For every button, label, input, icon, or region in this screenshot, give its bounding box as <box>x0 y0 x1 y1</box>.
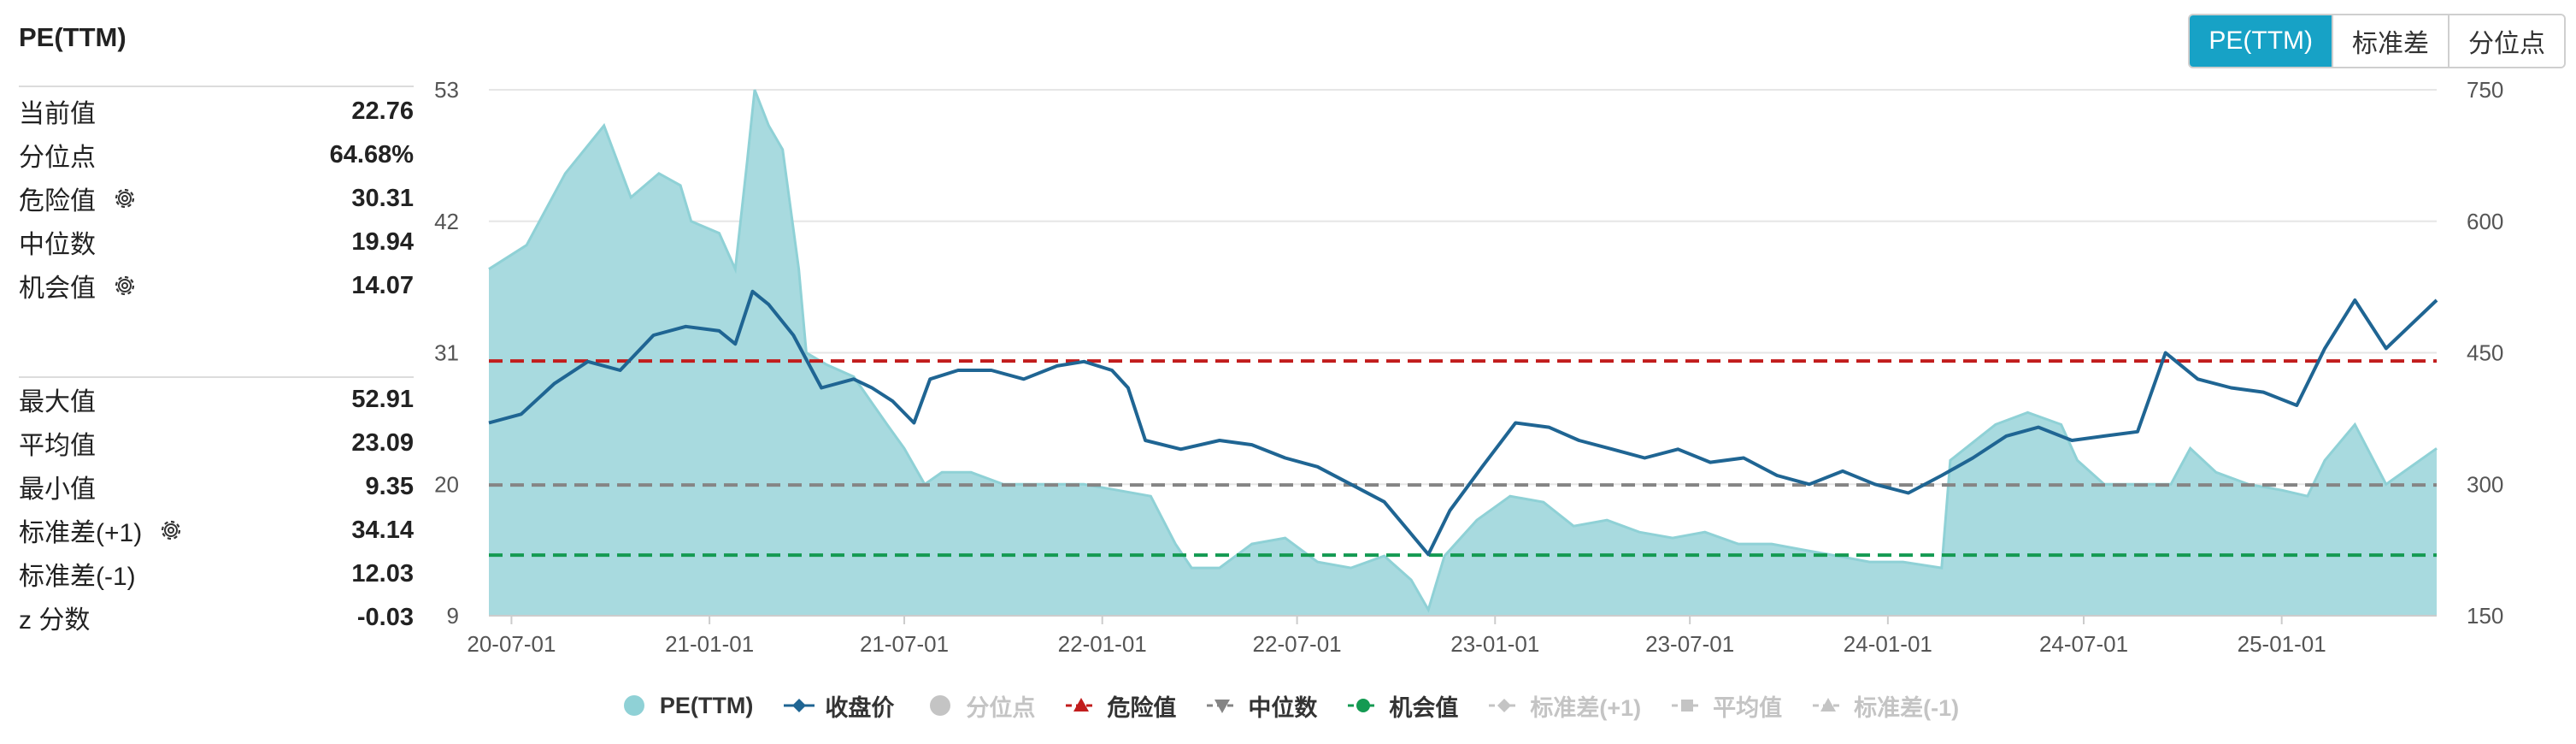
stat-label: 当前值 <box>19 100 96 128</box>
x-tick-label: 21-01-01 <box>665 631 754 657</box>
stat-label: 最大值 <box>19 388 96 416</box>
stat-value: 30.31 <box>351 184 414 212</box>
legend-label: 分位点 <box>966 694 1036 721</box>
square-legend-icon <box>1672 700 1703 712</box>
triangle-up-legend-icon <box>1066 698 1097 712</box>
legend-item[interactable]: 机会值 <box>1346 689 1458 723</box>
stat-value: 22.76 <box>351 97 414 125</box>
stat-value: 52.91 <box>351 385 414 413</box>
y-right-tick-label: 300 <box>2467 471 2503 497</box>
gear-icon[interactable] <box>111 272 138 299</box>
stat-label: 标准差(+1) <box>19 519 143 547</box>
stat-label: 标准差(-1) <box>19 563 136 591</box>
x-tick-label: 22-07-01 <box>1253 631 1342 657</box>
stat-opportunity: 机会值 14.07 <box>19 264 414 307</box>
stat-value: 12.03 <box>351 559 414 588</box>
gear-icon[interactable] <box>111 185 138 212</box>
x-tick-label: 24-01-01 <box>1844 631 1932 657</box>
circle-legend-icon <box>930 695 951 716</box>
diamond-legend-icon <box>784 699 815 712</box>
x-tick-label: 22-01-01 <box>1058 631 1147 657</box>
stat-label: 危险值 <box>19 187 96 216</box>
stat-label: 平均值 <box>19 432 96 460</box>
y-left-tick-label: 53 <box>434 77 459 103</box>
legend-item[interactable]: 标准差(-1) <box>1811 689 1959 723</box>
legend-item[interactable]: 分位点 <box>923 689 1035 723</box>
stat-min: 最小值 9.35 <box>19 465 414 508</box>
toggle-percentile-button[interactable]: 分位点 <box>2448 15 2564 67</box>
x-tick-label: 23-07-01 <box>1645 631 1734 657</box>
x-tick-label: 21-07-01 <box>860 631 949 657</box>
stat-value: 19.94 <box>351 227 414 256</box>
legend-label: 机会值 <box>1389 694 1459 721</box>
pe-area-outline <box>488 89 2438 613</box>
legend-label: 中位数 <box>1248 694 1318 721</box>
legend-label: 收盘价 <box>825 694 895 721</box>
stat-value: 9.35 <box>365 472 414 500</box>
y-left-tick-label: 42 <box>434 209 459 234</box>
stat-label: 最小值 <box>19 475 96 504</box>
stat-mean: 平均值 23.09 <box>19 422 414 464</box>
legend-item[interactable]: 平均值 <box>1670 689 1782 723</box>
circle-small-legend-icon <box>1348 699 1379 712</box>
panel-title: PE(TTM) <box>19 22 126 52</box>
stat-median: 中位数 19.94 <box>19 221 414 263</box>
y-right-tick-label: 600 <box>2467 209 2503 234</box>
divider <box>19 376 414 378</box>
x-tick-label: 24-07-01 <box>2039 631 2128 657</box>
stat-value: 34.14 <box>351 516 414 544</box>
legend-item[interactable]: PE(TTM) <box>617 693 753 719</box>
stat-std-minus: 标准差(-1) 12.03 <box>19 552 414 595</box>
y-left-tick-label: 20 <box>434 471 459 497</box>
legend-item[interactable]: 标准差(+1) <box>1487 689 1641 723</box>
stat-label: 分位点 <box>19 144 96 172</box>
stat-current: 当前值 22.76 <box>19 90 414 133</box>
stat-value: 64.68% <box>329 140 414 168</box>
legend-label: 平均值 <box>1713 694 1783 721</box>
x-tick-label: 23-01-01 <box>1450 631 1539 657</box>
price-line <box>488 289 2438 557</box>
divider <box>19 86 414 87</box>
stat-value: 23.09 <box>351 428 414 457</box>
pe-chart: 9 150 20 300 31 450 42 600 53 750 20-07-01 21-01-01… <box>434 77 2503 657</box>
x-tick-label: 25-01-01 <box>2238 631 2326 657</box>
axes: 9 150 20 300 31 450 42 600 53 750 20-07-01 21-01-01… <box>434 77 2503 657</box>
diamond-legend-icon <box>1489 699 1520 712</box>
y-left-tick-label: 9 <box>447 603 459 629</box>
stat-value: -0.03 <box>356 603 414 631</box>
price-line-layer <box>488 289 2438 557</box>
stat-std-plus: 标准差(+1) 34.14 <box>19 509 414 552</box>
legend-item[interactable]: 中位数 <box>1205 689 1317 723</box>
legend-item[interactable]: 收盘价 <box>782 689 894 723</box>
stat-zscore: z 分数 -0.03 <box>19 596 414 639</box>
legend-label: 标准差(-1) <box>1854 694 1960 721</box>
legend-label: PE(TTM) <box>659 692 754 718</box>
stat-label: 中位数 <box>19 231 96 259</box>
stat-percentile: 分位点 64.68% <box>19 133 414 176</box>
legend-label: 标准差(+1) <box>1530 694 1642 721</box>
triangle-down-legend-icon <box>1207 700 1238 713</box>
legend-label: 危险值 <box>1107 694 1177 721</box>
y-left-tick-label: 31 <box>434 340 459 366</box>
toggle-std-button[interactable]: 标准差 <box>2332 15 2448 67</box>
metric-toggle: PE(TTM) 标准差 分位点 <box>2188 14 2566 68</box>
stat-label: 机会值 <box>19 275 96 303</box>
stat-label: z 分数 <box>19 606 91 635</box>
stat-max: 最大值 52.91 <box>19 378 414 421</box>
triangle-up-legend-icon <box>1813 698 1844 712</box>
y-right-tick-label: 450 <box>2467 340 2503 366</box>
chart-legend: PE(TTM) 收盘价 分位点 危险值 中位数 机会值 标准差(+1) 平均值 标准差(-1) <box>0 684 2576 727</box>
x-tick-label: 20-07-01 <box>467 631 556 657</box>
legend-item[interactable]: 危险值 <box>1064 689 1176 723</box>
stat-danger: 危险值 30.31 <box>19 177 414 220</box>
gear-icon[interactable] <box>157 517 185 544</box>
stat-value: 14.07 <box>351 271 414 299</box>
circle-legend-icon <box>623 695 644 716</box>
toggle-pe-button[interactable]: PE(TTM) <box>2190 15 2332 67</box>
y-right-tick-label: 750 <box>2467 77 2503 103</box>
reference-lines <box>489 359 2437 558</box>
y-right-tick-label: 150 <box>2467 603 2503 629</box>
